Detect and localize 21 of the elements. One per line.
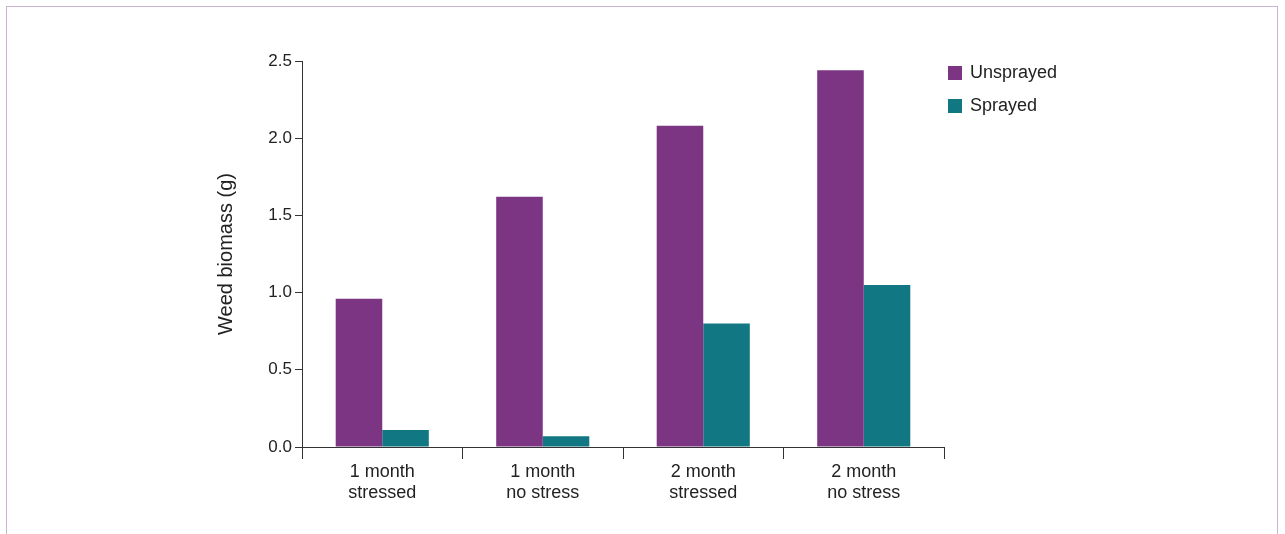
x-tick-label: 2 month no stress	[827, 460, 901, 503]
bar	[335, 298, 383, 447]
y-axis-title: Weed biomass (g)	[213, 173, 236, 335]
bar	[542, 436, 590, 447]
y-tick-label: 2.0	[268, 127, 292, 147]
y-tick-label: 1.5	[268, 205, 292, 225]
y-tick-label: 1.0	[268, 282, 292, 302]
y-tick-label: 0.0	[268, 436, 292, 456]
bar	[496, 196, 543, 447]
y-tick-label: 0.5	[268, 359, 292, 379]
bar	[817, 70, 864, 447]
legend-label: Sprayed	[970, 94, 1038, 115]
y-tick-label: 2.5	[268, 50, 292, 70]
bar	[382, 430, 429, 447]
x-tick-label: 1 month stressed	[348, 460, 417, 503]
bar	[656, 125, 704, 447]
legend-label: Unsprayed	[970, 61, 1058, 82]
bar	[863, 284, 911, 447]
x-tick-label: 2 month stressed	[669, 460, 738, 503]
bar	[703, 323, 750, 447]
x-tick-label: 1 month no stress	[506, 460, 580, 503]
